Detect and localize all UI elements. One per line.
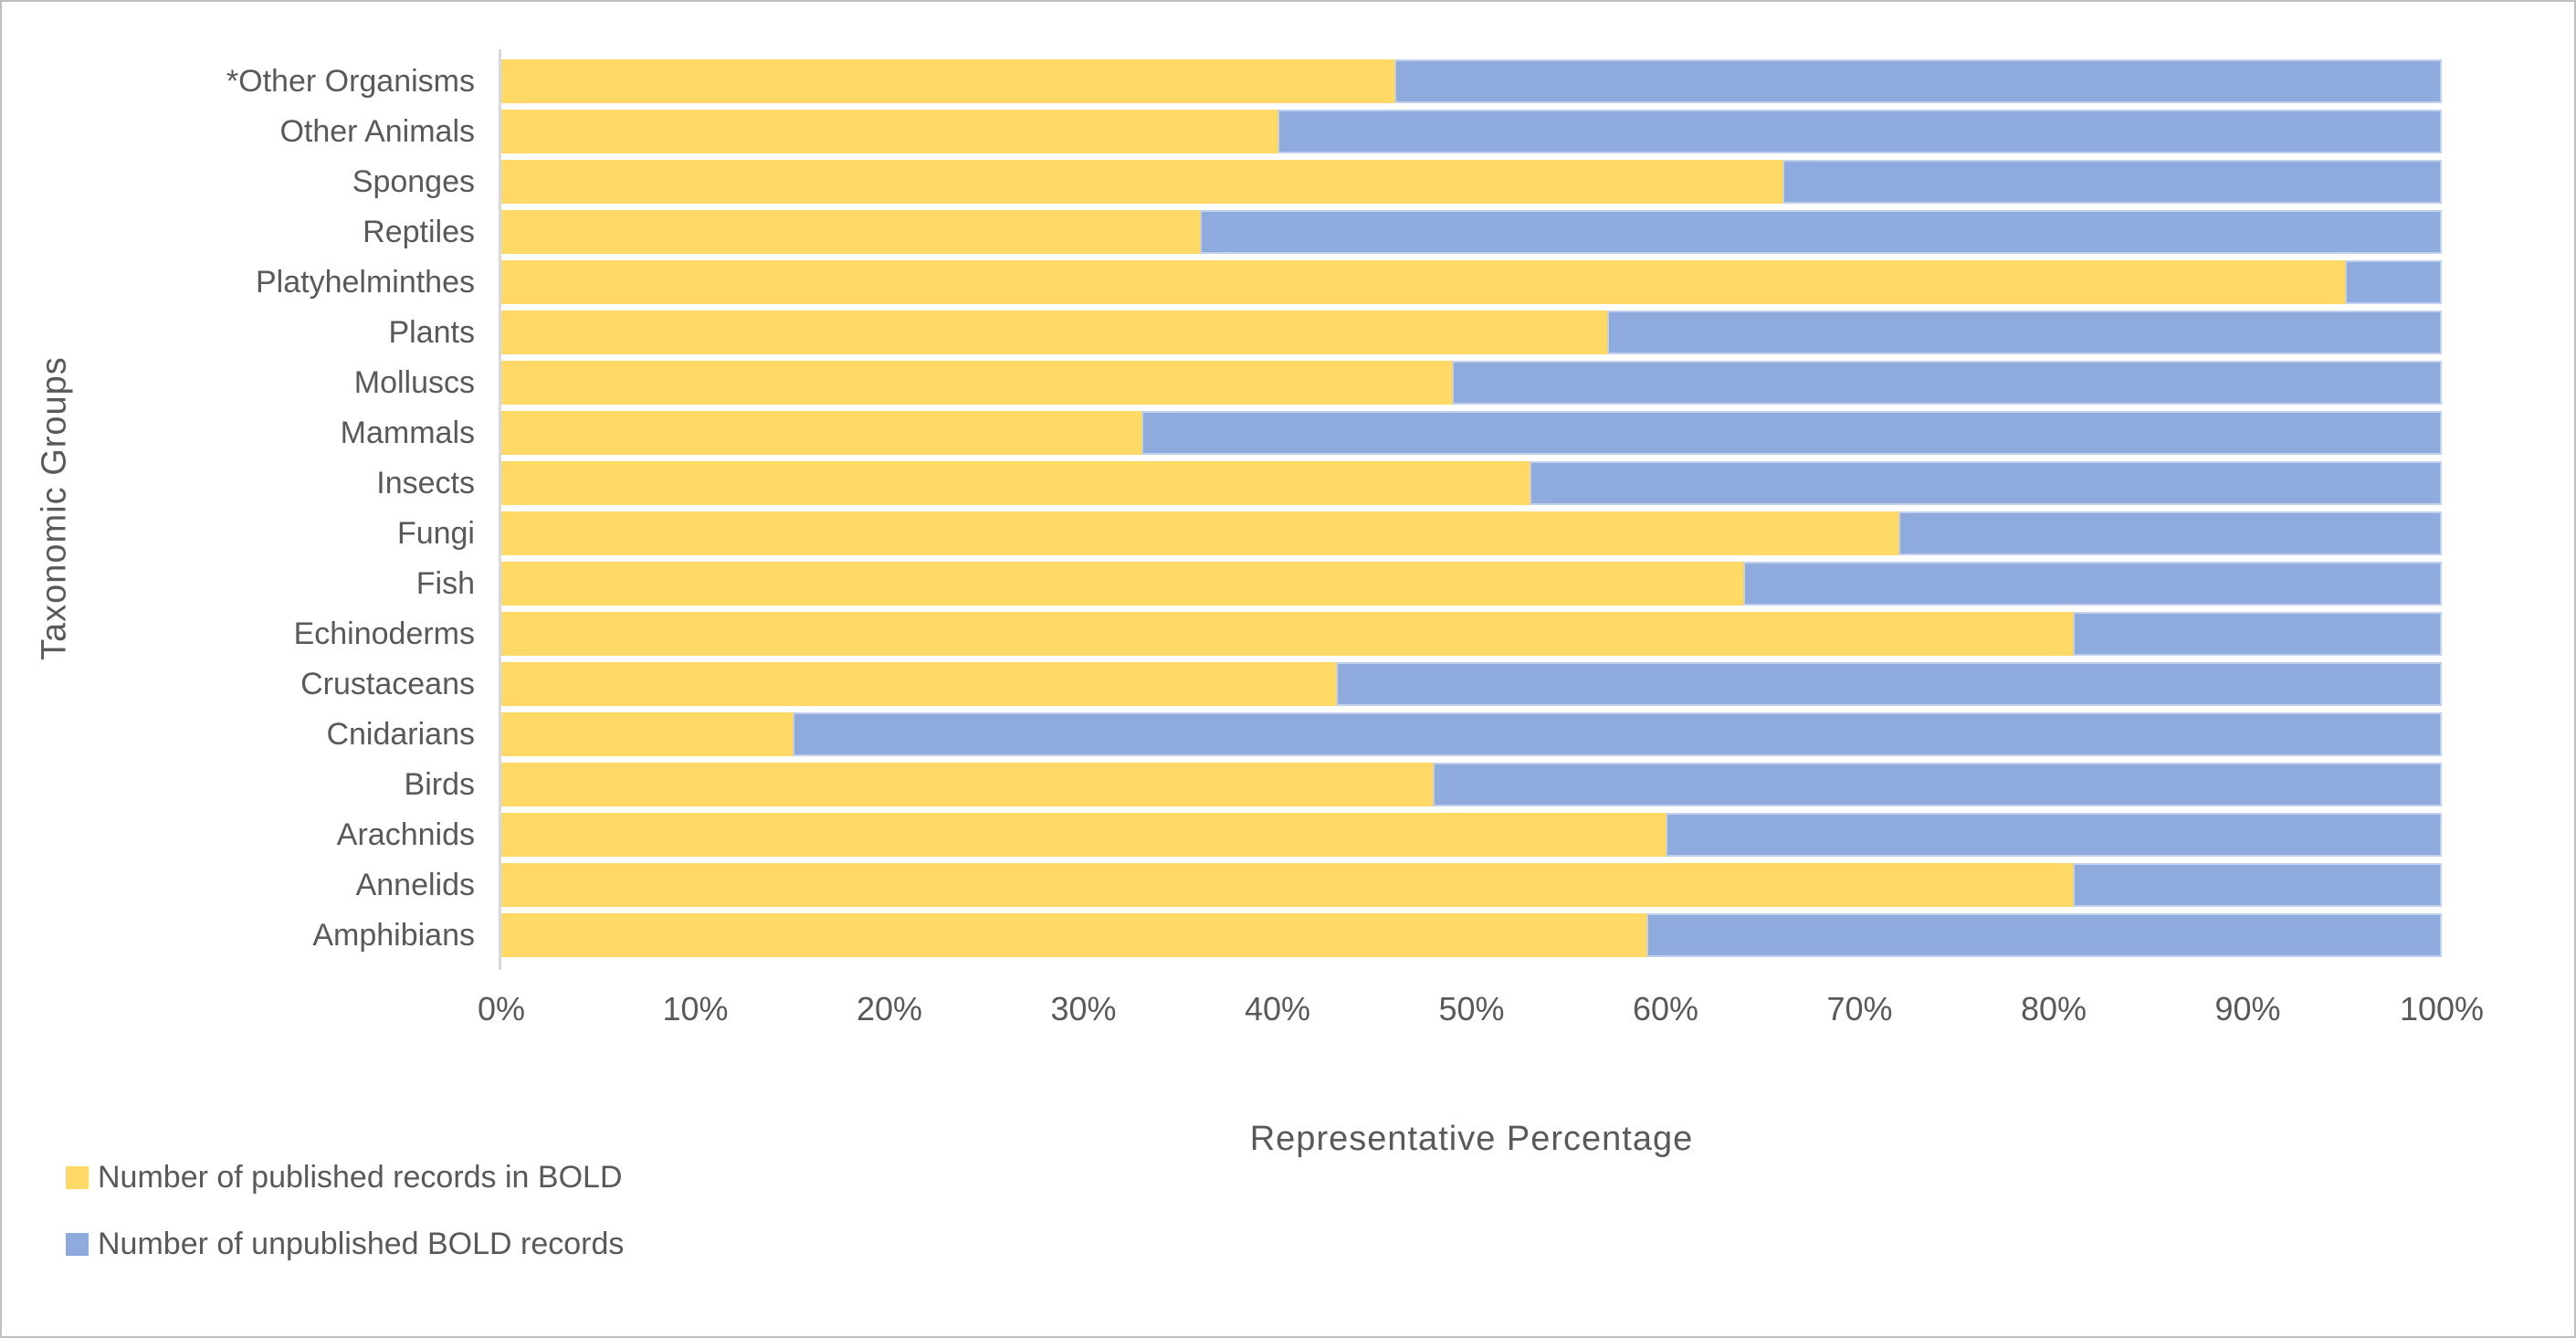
x-tick-label: 0% — [477, 990, 526, 1027]
legend-label-unpublished: Number of unpublished BOLD records — [98, 1227, 625, 1261]
x-tick-label: 30% — [1050, 990, 1117, 1027]
bar-segment-unpublished — [1277, 110, 2442, 153]
bar-row — [501, 863, 2442, 907]
category-label: Reptiles — [363, 215, 475, 249]
y-axis-category-labels: *Other Organisms Other Animals Sponges Rept… — [2, 59, 486, 957]
bar-segment-published — [501, 813, 1666, 857]
bar-row — [501, 461, 2442, 505]
legend-swatch-published-icon — [66, 1166, 89, 1189]
bar-segment-published — [501, 260, 2345, 304]
bar-segment-published — [501, 210, 1200, 254]
bar-segment-unpublished — [1452, 361, 2442, 405]
bar-row — [501, 763, 2442, 806]
legend: Number of published records in BOLD Numb… — [66, 1160, 624, 1262]
category-label: Birds — [404, 767, 475, 802]
bar-row — [501, 662, 2442, 706]
category-label: Fish — [415, 566, 475, 601]
category-label: Fungi — [396, 516, 475, 551]
category-label: Echinoderms — [293, 616, 475, 651]
bar-row — [501, 260, 2442, 304]
bar-segment-published — [501, 461, 1530, 505]
bar-row — [501, 311, 2442, 354]
category-label: Arachnids — [336, 817, 475, 852]
category-label: Mammals — [340, 416, 475, 450]
category-label: Plants — [388, 315, 476, 350]
bar-segment-published — [501, 511, 1898, 555]
bar-segment-published — [501, 361, 1453, 405]
bar-row — [501, 411, 2442, 455]
bar-segment-unpublished — [1666, 813, 2442, 857]
category-label: Platyhelminthes — [255, 265, 475, 300]
bar-segment-published — [501, 612, 2074, 656]
bar-segment-published — [501, 110, 1277, 153]
bar-segment-published — [501, 863, 2074, 907]
bar-segment-unpublished — [1141, 411, 2442, 455]
bar-segment-unpublished — [1530, 461, 2442, 505]
x-tick-label: 50% — [1438, 990, 1505, 1027]
plot-area — [501, 59, 2442, 957]
bar-row — [501, 110, 2442, 153]
bar-row — [501, 562, 2442, 606]
x-tick-label: 90% — [2214, 990, 2281, 1027]
bar-segment-unpublished — [1335, 662, 2442, 706]
bar-row — [501, 511, 2442, 555]
bar-segment-published — [501, 562, 1743, 606]
bar-segment-unpublished — [1743, 562, 2442, 606]
x-tick-label: 70% — [1826, 990, 1893, 1027]
category-label: Amphibians — [312, 918, 475, 953]
category-label: Other Animals — [279, 114, 475, 149]
category-label: Insects — [376, 466, 475, 500]
bar-row — [501, 210, 2442, 254]
bar-segment-published — [501, 311, 1608, 354]
category-label: Molluscs — [353, 365, 475, 400]
x-tick-label: 100% — [2399, 990, 2485, 1027]
legend-swatch-unpublished-icon — [66, 1233, 89, 1256]
legend-item-unpublished: Number of unpublished BOLD records — [66, 1227, 624, 1262]
bar-segment-published — [501, 411, 1142, 455]
x-tick-label: 80% — [2020, 990, 2087, 1027]
bar-segment-published — [501, 913, 1646, 957]
bar-segment-unpublished — [1898, 511, 2442, 555]
bar-row — [501, 913, 2442, 957]
bar-row — [501, 712, 2442, 756]
bar-segment-unpublished — [1393, 59, 2442, 103]
bar-segment-unpublished — [2344, 260, 2442, 304]
bar-segment-published — [501, 160, 1782, 204]
bar-row — [501, 59, 2442, 103]
bar-row — [501, 160, 2442, 204]
bar-segment-unpublished — [1782, 160, 2442, 204]
bar-segment-published — [501, 763, 1433, 806]
y-axis-line — [499, 49, 501, 970]
bar-segment-unpublished — [2073, 863, 2442, 907]
x-axis-title: Representative Percentage — [1249, 1120, 1694, 1158]
category-label: *Other Organisms — [226, 64, 475, 99]
bar-segment-published — [501, 662, 1336, 706]
bar-segment-unpublished — [1645, 913, 2442, 957]
category-label: Crustaceans — [300, 667, 475, 701]
x-axis-tick-labels: 0% 10% 20% 30% 40% 50% 60% 70% 80% 90% 100% — [478, 990, 2484, 1036]
bar-segment-unpublished — [1433, 763, 2442, 806]
bar-segment-published — [501, 712, 793, 756]
x-tick-label: 60% — [1632, 990, 1699, 1027]
category-label: Sponges — [352, 164, 475, 199]
bar-segment-unpublished — [1607, 311, 2442, 354]
legend-item-published: Number of published records in BOLD — [66, 1160, 624, 1196]
bar-segment-published — [501, 59, 1394, 103]
x-tick-label: 10% — [662, 990, 729, 1027]
category-label: Annelids — [355, 868, 475, 902]
bar-row — [501, 813, 2442, 857]
x-tick-label: 20% — [856, 990, 923, 1027]
x-tick-label: 40% — [1244, 990, 1311, 1027]
legend-label-published: Number of published records in BOLD — [98, 1160, 623, 1195]
bar-row — [501, 361, 2442, 405]
bar-segment-unpublished — [1200, 210, 2442, 254]
bar-row — [501, 612, 2442, 656]
bar-segment-unpublished — [2073, 612, 2442, 656]
bar-segment-unpublished — [792, 712, 2442, 756]
category-label: Cnidarians — [326, 717, 475, 752]
